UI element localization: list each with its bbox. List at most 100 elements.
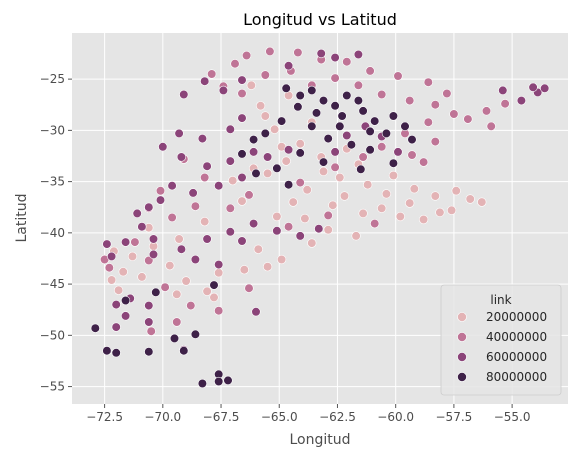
data-point	[176, 244, 186, 254]
data-point	[277, 254, 287, 265]
data-point	[160, 282, 170, 292]
data-point	[365, 66, 375, 76]
data-point	[155, 186, 166, 196]
data-point	[465, 194, 475, 204]
data-point	[132, 208, 142, 218]
data-point	[381, 128, 392, 138]
data-point	[405, 95, 415, 106]
data-point	[342, 130, 352, 141]
data-point	[388, 111, 399, 121]
grid-lines	[72, 33, 568, 404]
data-point	[318, 95, 329, 106]
y-tick-label: −35	[40, 175, 65, 189]
data-point	[311, 108, 322, 118]
data-point	[179, 346, 189, 356]
x-tick-label: −72.5	[86, 410, 123, 424]
y-tick-label: −45	[40, 277, 65, 291]
data-point	[388, 158, 399, 168]
data-point	[172, 289, 182, 299]
data-point	[249, 135, 259, 145]
data-point	[118, 267, 128, 277]
data-point	[323, 225, 333, 235]
data-point	[295, 139, 305, 149]
x-tick-label: −62.5	[319, 410, 356, 424]
data-point	[314, 224, 324, 234]
y-tick-label: −50	[40, 328, 65, 342]
data-point	[181, 276, 191, 286]
data-point	[400, 121, 410, 131]
data-point	[307, 85, 317, 95]
data-point	[395, 211, 405, 222]
data-point	[167, 181, 177, 191]
data-point	[200, 76, 210, 86]
data-point	[284, 61, 294, 71]
data-point	[209, 280, 219, 290]
data-point	[430, 191, 440, 201]
data-point	[188, 188, 198, 198]
data-point	[419, 214, 429, 225]
data-point	[197, 134, 207, 144]
data-point	[237, 236, 247, 246]
data-point	[272, 211, 282, 222]
data-point	[237, 113, 247, 123]
data-point	[120, 295, 131, 306]
data-point	[228, 176, 238, 186]
data-point	[307, 121, 317, 131]
data-point	[202, 286, 212, 296]
data-point	[358, 208, 368, 218]
data-point	[253, 244, 263, 254]
data-point	[223, 375, 233, 386]
x-tick-label: −65.0	[261, 410, 298, 424]
data-point	[225, 124, 235, 134]
data-point	[237, 149, 247, 159]
data-point	[167, 212, 177, 223]
data-point	[388, 170, 399, 181]
data-point	[435, 207, 445, 217]
y-tick-label: −40	[40, 226, 65, 240]
legend-marker	[457, 312, 467, 322]
data-point	[207, 69, 217, 79]
data-point	[144, 202, 154, 212]
data-point	[260, 70, 270, 80]
data-point	[106, 251, 117, 261]
data-point	[353, 49, 364, 60]
data-point	[244, 190, 254, 200]
data-point	[130, 237, 140, 247]
legend: link 20000000 40000000 60000000 80000000	[440, 284, 562, 396]
x-tick-label: −55.0	[494, 410, 531, 424]
data-point	[295, 231, 305, 241]
data-point	[423, 77, 433, 87]
x-tick-label: −70.0	[144, 410, 181, 424]
data-point	[330, 162, 340, 172]
data-point	[407, 150, 417, 160]
data-point	[318, 166, 329, 176]
data-point	[284, 222, 294, 232]
legend-marker	[457, 332, 467, 342]
data-point	[358, 106, 368, 116]
data-point	[237, 172, 247, 183]
data-point	[104, 263, 114, 273]
data-point	[323, 210, 333, 220]
data-point	[148, 249, 159, 259]
data-point	[127, 251, 138, 261]
data-point	[540, 83, 550, 93]
data-point	[430, 137, 440, 147]
data-point	[158, 142, 168, 152]
data-point	[214, 306, 224, 316]
data-point	[442, 88, 452, 99]
data-point	[393, 147, 403, 157]
data-point	[381, 189, 392, 199]
data-point	[353, 95, 364, 106]
y-axis-ticks: −25 −30 −35 −40 −45 −50 −55	[40, 72, 72, 394]
x-tick-label: −57.5	[436, 410, 473, 424]
data-point	[190, 201, 200, 211]
data-point	[307, 238, 317, 248]
data-point	[451, 186, 461, 196]
data-point	[516, 95, 527, 106]
data-point	[144, 301, 154, 311]
x-tick-label: −60.0	[377, 410, 414, 424]
data-point	[335, 172, 345, 183]
data-point	[407, 135, 417, 145]
data-point	[346, 140, 357, 150]
